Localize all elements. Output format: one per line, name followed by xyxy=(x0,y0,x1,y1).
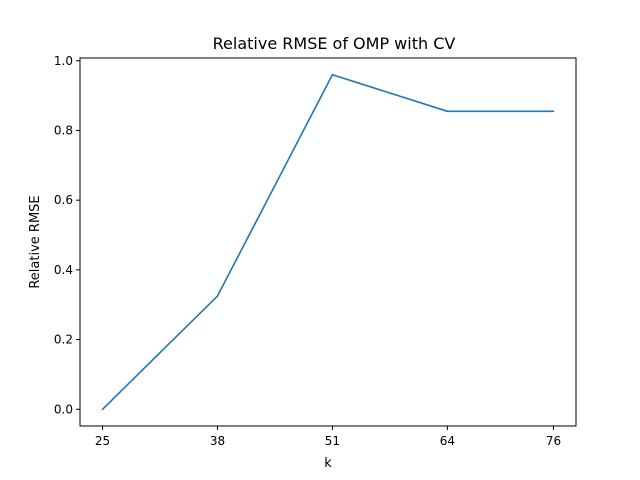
chart-title: Relative RMSE of OMP with CV xyxy=(213,34,456,53)
x-tick-label: 64 xyxy=(440,434,455,448)
y-tick-label: 0.6 xyxy=(54,193,73,207)
y-tick-label: 0.4 xyxy=(54,263,73,277)
x-tick-label: 76 xyxy=(546,434,561,448)
y-tick-label: 0.8 xyxy=(54,123,73,137)
x-tick-label: 38 xyxy=(210,434,225,448)
y-axis-label: Relative RMSE xyxy=(28,195,43,288)
x-tick-label: 25 xyxy=(95,434,110,448)
y-tick-label: 1.0 xyxy=(54,54,73,68)
plot-series xyxy=(101,73,555,411)
y-axis: 0.0 0.2 0.4 0.6 0.8 1.0 xyxy=(54,54,80,416)
y-tick-label: 0.0 xyxy=(54,402,73,416)
x-tick-label: 51 xyxy=(325,434,340,448)
series-line xyxy=(101,73,555,411)
plot-frame xyxy=(79,57,577,427)
y-tick-label: 0.2 xyxy=(54,333,73,347)
x-axis: 25 38 51 64 76 xyxy=(95,426,561,448)
x-axis-label: k xyxy=(324,456,332,471)
